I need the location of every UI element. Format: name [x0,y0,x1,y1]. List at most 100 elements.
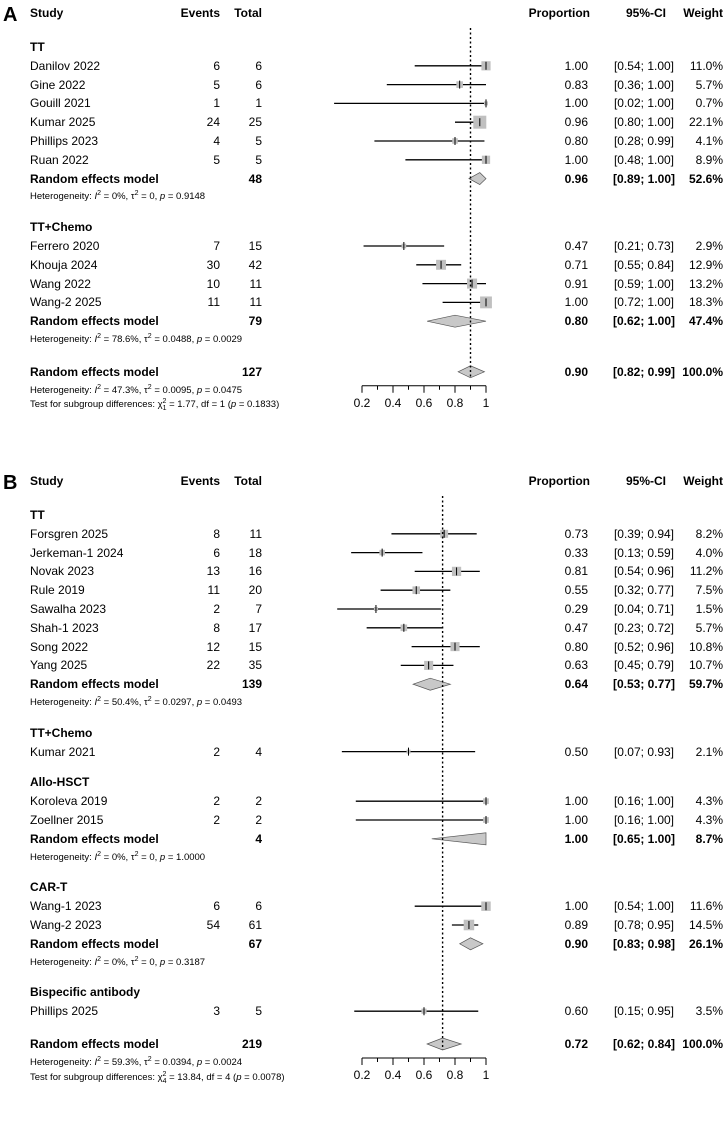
events-value: 24 [206,115,220,130]
events-value: 2 [213,602,220,616]
events-value: 6 [213,545,220,560]
subgroup-label: TT+Chemo [30,220,93,235]
x-axis-tick-label: 1 [482,1068,490,1082]
weight-value: 8.9% [695,152,723,167]
study-label: Wang-2 2025 [30,295,102,310]
subgroup-diamond [458,937,484,951]
events-value: 12 [206,639,220,654]
pooled-weight: 52.6% [688,171,723,186]
weight-value: 11.2% [689,564,723,579]
weight-value: 4.3% [695,794,723,809]
proportion-value: 0.33 [564,545,588,560]
subgroup-differences-test: Test for subgroup differences: χ12 = 1.7… [30,398,280,413]
events-value: 1 [213,96,220,111]
proportion-value: 0.80 [564,639,588,654]
proportion-value: 1.00 [564,295,588,310]
x-axis-tick-label: 0.4 [384,395,402,410]
pooled-label: Random effects model [30,936,159,951]
study-label: Rule 2019 [30,583,85,598]
study-label: Kumar 2021 [30,744,96,759]
ci-value: [0.13; 0.59] [613,545,675,560]
total-value: 6 [255,899,262,914]
proportion-value: 0.63 [564,658,588,673]
pooled-label: Random effects model [30,364,159,379]
total-value: 7 [255,602,262,616]
x-axis-tick-label: 0.2 [353,395,371,410]
events-value: 11 [207,295,220,310]
pooled-total: 79 [248,314,262,329]
weight-value: 10.8% [688,639,723,654]
total-value: 5 [255,1004,262,1019]
study-label: Zoellner 2015 [30,813,104,827]
proportion-value: 0.71 [564,257,588,272]
events-value: 2 [213,744,220,759]
events-value: 7 [213,239,220,253]
pooled-proportion: 0.90 [564,936,588,951]
events-value: 54 [206,918,220,932]
weight-value: 4.3% [695,813,723,827]
study-label: Song 2022 [30,639,89,654]
weight-value: 11.6% [689,899,723,914]
pooled-ci: [0.62; 1.00] [612,314,676,329]
events-value: 4 [213,134,220,148]
ci-value: [0.04; 0.71] [613,602,675,616]
weight-value: 8.2% [695,526,723,541]
ci-value: [0.28; 0.99] [613,134,675,148]
events-value: 8 [213,526,220,541]
ci-value: [0.59; 1.00] [613,276,675,291]
total-value: 11 [249,526,262,541]
header-proportion: Proportion [528,474,590,488]
study-label: Phillips 2023 [30,134,99,148]
study-label: Danilov 2022 [30,58,101,73]
overall-heterogeneity: Heterogeneity: I2 = 59.3%, τ2 = 0.0394, … [30,1055,243,1068]
study-label: Koroleva 2019 [30,794,108,809]
ci-value: [0.07; 0.93] [613,744,675,759]
study-label: Gine 2022 [30,77,86,92]
study-label: Ruan 2022 [30,152,89,167]
study-label: Kumar 2025 [30,115,96,130]
weight-value: 0.7% [695,96,723,111]
panel-letter: B [3,472,18,494]
pooled-label: Random effects model [30,1037,159,1051]
overall-diamond [457,365,486,379]
total-value: 15 [248,639,262,654]
proportion-value: 1.00 [564,96,588,111]
study-label: Novak 2023 [30,564,95,579]
pooled-weight: 100.0% [682,1037,723,1051]
total-value: 11 [249,276,262,291]
weight-value: 22.1% [688,115,723,130]
header-events: Events [180,6,220,20]
total-value: 4 [255,744,262,759]
events-value: 6 [213,899,220,914]
weight-value: 11.0% [689,58,723,73]
weight-value: 10.7% [688,658,723,673]
weight-value: 2.1% [695,744,723,759]
weight-value: 1.5% [695,602,723,616]
subgroup-diamond [468,172,487,186]
pooled-weight: 59.7% [688,677,723,692]
proportion-value: 0.29 [564,602,588,616]
pooled-total: 139 [241,677,262,692]
subgroup-label: CAR-T [30,880,68,895]
study-label: Wang-2 2023 [30,918,102,932]
ci-value: [0.21; 0.73] [613,239,675,253]
proportion-value: 0.81 [564,564,588,579]
subgroup-heterogeneity: Heterogeneity: I2 = 0%, τ2 = 0, p = 1.00… [30,850,206,863]
proportion-value: 0.96 [564,115,588,130]
ci-value: [0.78; 0.95] [613,918,675,932]
proportion-value: 0.47 [564,620,588,635]
total-value: 61 [248,918,262,932]
pooled-weight: 26.1% [688,936,723,951]
study-label: Wang-1 2023 [30,899,102,914]
total-value: 25 [248,115,262,130]
proportion-value: 0.55 [564,583,588,598]
total-value: 5 [255,152,262,167]
events-value: 3 [213,1004,220,1019]
proportion-value: 0.73 [564,526,588,541]
ci-value: [0.54; 0.96] [613,564,675,579]
pooled-total: 67 [248,936,262,951]
header-study: Study [30,6,64,20]
ci-value: [0.36; 1.00] [613,77,675,92]
total-value: 1 [255,96,262,111]
